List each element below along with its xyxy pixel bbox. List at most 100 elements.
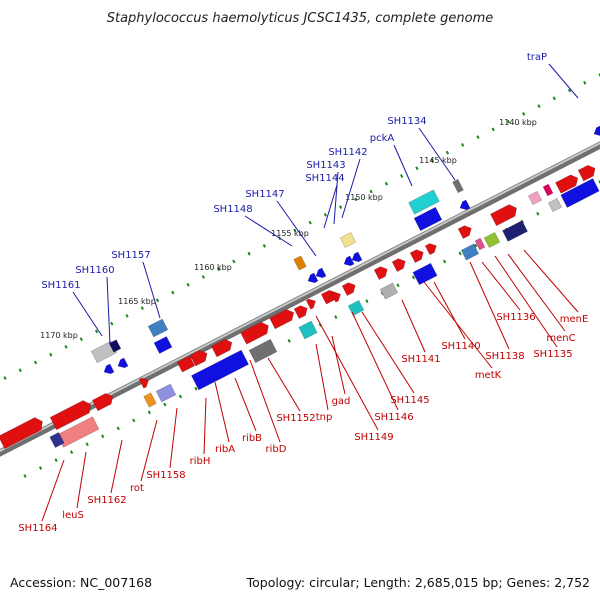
gene-label[interactable]: menE [560, 314, 589, 325]
gene-label[interactable]: metK [475, 370, 502, 381]
gene-arrow[interactable] [350, 251, 363, 264]
tick-mark [287, 339, 291, 343]
tick-mark [79, 337, 83, 342]
gene-arrow[interactable] [330, 290, 343, 303]
tick-mark [201, 275, 205, 279]
gene-arrow[interactable] [577, 163, 598, 182]
gene-label[interactable]: SH1161 [41, 280, 80, 291]
gene-arrow[interactable] [189, 348, 210, 367]
gene-label[interactable]: SH1158 [146, 470, 185, 481]
gene-block[interactable] [108, 339, 122, 353]
gene-arrow[interactable] [342, 255, 355, 268]
gene-label[interactable]: rot [130, 483, 144, 494]
gene-label[interactable]: SH1152 [276, 413, 315, 424]
gene-label[interactable]: SH1164 [18, 523, 57, 534]
gene-block[interactable] [379, 282, 399, 300]
gene-label[interactable]: leuS [62, 510, 84, 521]
gene-label[interactable]: SH1141 [401, 354, 440, 365]
gene-label[interactable]: SH1145 [390, 395, 429, 406]
gene-arrow[interactable] [240, 320, 272, 345]
gene-label[interactable]: ribH [190, 456, 211, 467]
gene-label[interactable]: SH1146 [374, 412, 413, 423]
gene-arrow[interactable] [373, 264, 390, 281]
gene-block[interactable] [452, 178, 464, 194]
gene-label[interactable]: SH1144 [305, 173, 344, 184]
gene-label[interactable]: SH1160 [75, 265, 114, 276]
gene-arrow[interactable] [293, 303, 310, 320]
gene-label[interactable]: ribB [242, 433, 262, 444]
gene-arrow[interactable] [102, 363, 115, 376]
tick-mark [38, 466, 43, 470]
gene-block[interactable] [155, 383, 177, 403]
gene-block[interactable] [153, 336, 173, 354]
gene-block[interactable] [474, 237, 486, 251]
gene-block[interactable] [560, 178, 600, 208]
gene-label[interactable]: SH1148 [213, 204, 252, 215]
gene-label[interactable]: SH1135 [533, 349, 572, 360]
gene-label[interactable]: gad [332, 396, 351, 407]
tick-mark [262, 244, 266, 248]
gene-block[interactable] [347, 299, 365, 317]
gene-arrow[interactable] [306, 272, 319, 285]
gene-block[interactable] [248, 338, 278, 364]
gene-label[interactable]: SH1140 [441, 341, 480, 352]
gene-label[interactable]: SH1149 [354, 432, 393, 443]
gene-block[interactable] [460, 243, 480, 261]
gene-arrow[interactable] [592, 125, 600, 138]
gene-arrow[interactable] [269, 307, 297, 330]
gene-arrow[interactable] [91, 391, 115, 412]
gene-label[interactable]: menC [546, 333, 575, 344]
gene-label[interactable]: traP [527, 52, 547, 63]
tick-mark [536, 211, 540, 216]
gene-block[interactable] [298, 320, 318, 340]
gene-label[interactable]: SH1142 [328, 147, 367, 158]
gene-label[interactable]: pckA [370, 133, 395, 144]
gene-label[interactable]: SH1143 [306, 160, 345, 171]
tick-mark [411, 275, 416, 280]
gene-label[interactable]: SH1136 [496, 312, 535, 323]
gene-block[interactable] [527, 190, 543, 206]
gene-label[interactable]: tnp [316, 412, 333, 423]
tick-mark [583, 80, 587, 85]
gene-block[interactable] [408, 189, 440, 215]
gene-block[interactable] [483, 231, 501, 249]
gene-arrow[interactable] [314, 267, 327, 280]
label-leader [142, 261, 161, 319]
gene-block[interactable] [191, 349, 249, 391]
gene-label[interactable]: ribD [266, 444, 287, 455]
gene-label[interactable]: SH1147 [245, 189, 284, 200]
gene-block[interactable] [547, 197, 563, 213]
gene-block[interactable] [176, 355, 196, 373]
gene-arrow[interactable] [210, 337, 234, 358]
gene-arrow[interactable] [424, 241, 438, 256]
gene-block[interactable] [293, 255, 307, 271]
gene-label[interactable]: SH1134 [387, 116, 426, 127]
gene-label[interactable]: SH1138 [485, 351, 524, 362]
gene-block[interactable] [147, 318, 169, 338]
gene-arrow[interactable] [490, 202, 519, 227]
gene-label[interactable]: ribA [215, 444, 235, 455]
gene-arrow[interactable] [409, 247, 426, 264]
gene-label[interactable]: SH1162 [87, 495, 126, 506]
gene-arrow[interactable] [457, 223, 474, 240]
gene-block[interactable] [502, 220, 528, 242]
gene-block[interactable] [413, 206, 443, 232]
tick-mark [232, 259, 236, 264]
gene-block[interactable] [542, 183, 554, 197]
gene-arrow[interactable] [458, 199, 471, 212]
gene-block[interactable] [412, 262, 438, 286]
gene-block[interactable] [143, 392, 157, 408]
gene-arrow[interactable] [305, 297, 318, 310]
gene-arrow[interactable] [391, 256, 408, 273]
gene-arrow[interactable] [341, 280, 358, 297]
gene-arrow[interactable] [49, 398, 94, 431]
gene-arrow[interactable] [555, 173, 580, 194]
gene-block[interactable] [49, 431, 65, 449]
kbp-label: 1165 kbp [118, 297, 156, 306]
tick-mark [442, 259, 447, 264]
gene-arrow[interactable] [138, 376, 151, 389]
gene-block[interactable] [339, 231, 357, 249]
gene-arrow[interactable] [0, 415, 46, 450]
gene-label[interactable]: SH1157 [111, 250, 150, 261]
gene-arrow[interactable] [116, 357, 129, 370]
